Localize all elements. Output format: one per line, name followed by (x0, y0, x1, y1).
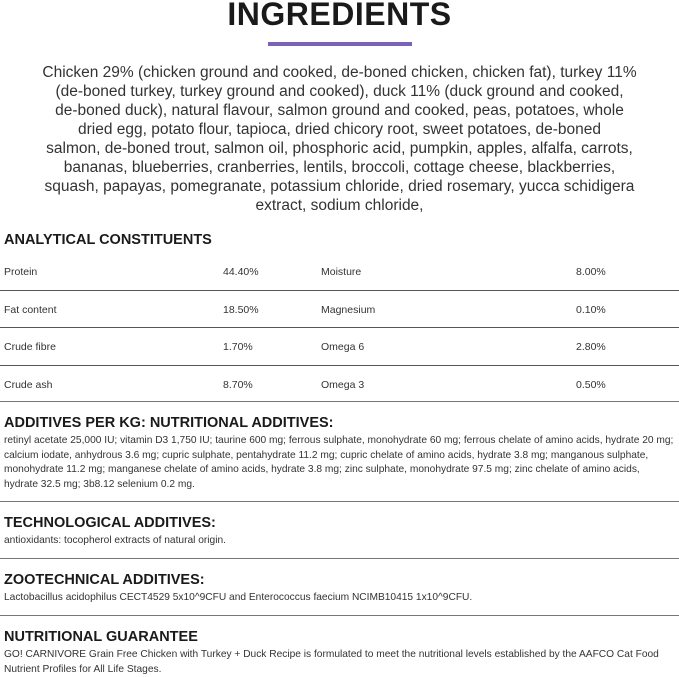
nutritional-guarantee-heading: NUTRITIONAL GUARANTEE (4, 629, 198, 645)
divider (0, 501, 679, 502)
nutrient-label: Protein (4, 266, 38, 278)
nutrient-label: Omega 6 (321, 341, 365, 353)
zootechnical-additives-text: Lactobacillus acidophilus CECT4529 5x10^… (4, 592, 473, 603)
analytical-heading: ANALYTICAL CONSTITUENTS (4, 232, 212, 248)
ingredients-line: dried egg, potato flour, tapioca, dried … (77, 121, 602, 138)
nutritional-guarantee-text: GO! CARNIVORE Grain Free Chicken with Tu… (4, 649, 659, 675)
table-row: Protein 44.40% Moisture 8.00% (0, 253, 679, 291)
ingredients-line: salmon, de-boned trout, salmon oil, phos… (46, 140, 633, 157)
nutrient-value: 8.70% (223, 378, 253, 391)
nutrient-label: Crude fibre (4, 341, 56, 353)
nutrient-label: Omega 3 (321, 378, 365, 391)
ingredients-line: (de-boned turkey, turkey ground and cook… (55, 83, 624, 100)
accent-bar (268, 42, 412, 46)
nutrient-value: 2.80% (576, 341, 606, 353)
technological-additives-text: antioxidants: tocopherol extracts of nat… (4, 535, 226, 546)
ingredients-line: extract, sodium chloride, (255, 197, 424, 214)
divider (0, 558, 679, 559)
nutrient-value: 1.70% (223, 341, 253, 353)
zootechnical-additives-heading: ZOOTECHNICAL ADDITIVES: (4, 572, 205, 588)
ingredients-list: Chicken 29% (chicken ground and cooked, … (4, 63, 675, 215)
page-title: INGREDIENTS (227, 0, 452, 32)
ingredients-line: Chicken 29% (chicken ground and cooked, … (42, 64, 637, 81)
nutrient-value: 18.50% (223, 303, 259, 316)
nutrient-label: Magnesium (321, 303, 376, 316)
ingredients-line: squash, papayas, pomegranate, potassium … (44, 178, 635, 195)
nutritional-additives-text: retinyl acetate 25,000 IU; vitamin D3 1,… (4, 435, 674, 490)
ingredients-line: bananas, blueberries, cranberries, lenti… (63, 159, 616, 176)
nutrient-label: Crude ash (4, 378, 53, 391)
divider (0, 401, 679, 402)
nutrient-label: Moisture (321, 266, 362, 278)
nutrient-value: 0.10% (576, 303, 606, 316)
table-row: Crude ash 8.70% Omega 3 0.50% (0, 366, 679, 403)
technological-additives-heading: TECHNOLOGICAL ADDITIVES: (4, 515, 216, 531)
nutrient-label: Fat content (4, 303, 57, 316)
nutritional-additives-heading: ADDITIVES PER KG: NUTRITIONAL ADDITIVES: (4, 415, 334, 431)
divider (0, 615, 679, 616)
ingredients-line: de-boned duck), natural flavour, salmon … (55, 102, 624, 119)
nutrient-value: 0.50% (576, 378, 606, 391)
analytical-table: Protein 44.40% Moisture 8.00% Fat content 18.… (0, 253, 679, 402)
table-row: Crude fibre 1.70% Omega 6 2.80% (0, 328, 679, 366)
table-row: Fat content 18.50% Magnesium 0.10% (0, 291, 679, 328)
nutrient-value: 8.00% (576, 266, 606, 278)
nutrient-value: 44.40% (223, 266, 259, 278)
